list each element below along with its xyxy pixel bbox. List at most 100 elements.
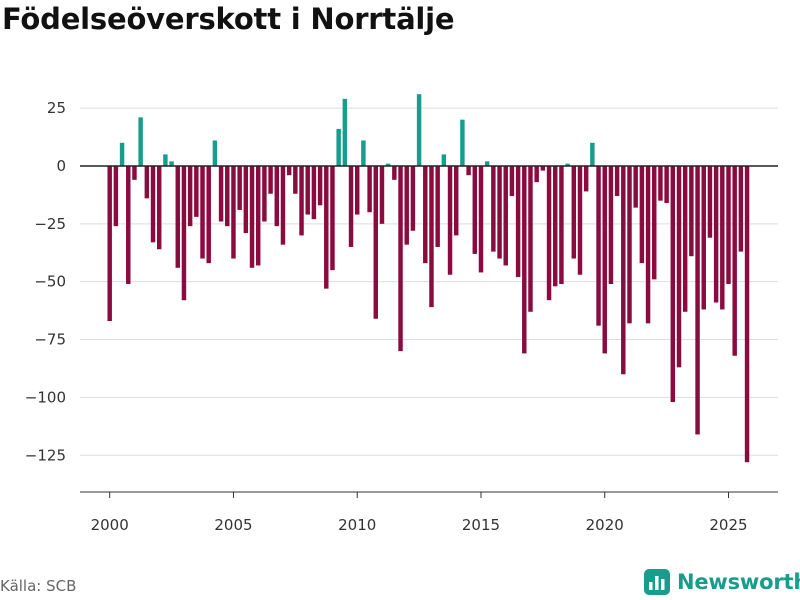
bar	[280, 165, 286, 245]
bar	[206, 165, 211, 264]
bar	[590, 142, 595, 166]
bar	[515, 165, 521, 278]
y-tick-label: −50	[34, 273, 66, 291]
bar	[559, 165, 564, 284]
bar	[181, 165, 187, 301]
bar	[534, 165, 539, 183]
bar	[522, 165, 527, 354]
bar	[342, 98, 348, 166]
bar	[293, 165, 298, 194]
bar	[144, 165, 150, 199]
bar	[225, 165, 230, 227]
bar	[361, 140, 366, 166]
bar	[169, 161, 174, 166]
x-tick-label: 2000	[91, 516, 129, 534]
bar	[255, 165, 261, 266]
bar	[286, 165, 292, 176]
chart-title: Födelseöverskott i Norrtälje	[2, 2, 455, 36]
bar	[392, 165, 397, 180]
bar	[379, 165, 385, 224]
bar	[608, 165, 614, 284]
bar	[713, 165, 719, 303]
bar	[503, 165, 508, 266]
bars	[107, 94, 750, 463]
bar	[200, 165, 205, 259]
bar	[416, 94, 422, 166]
bar	[670, 165, 676, 403]
bar	[596, 165, 601, 326]
bar	[175, 165, 180, 268]
bar	[410, 165, 416, 231]
bar	[398, 165, 403, 352]
x-tick-label: 2015	[462, 516, 500, 534]
bar	[707, 165, 713, 238]
source-label: Källa: SCB	[0, 577, 77, 595]
y-tick-label: −100	[25, 388, 66, 406]
bar	[237, 165, 242, 210]
bar	[262, 165, 267, 222]
bar	[491, 165, 496, 252]
bar	[460, 119, 465, 166]
x-tick-label: 2020	[586, 516, 624, 534]
bar	[658, 165, 663, 201]
bar	[150, 165, 156, 243]
bar	[132, 165, 137, 180]
bar	[126, 165, 131, 284]
y-tick-label: 25	[47, 99, 66, 117]
bar	[423, 165, 428, 264]
bar	[583, 165, 589, 192]
bar	[305, 165, 310, 215]
bar	[435, 165, 440, 247]
bar	[466, 165, 471, 176]
bar	[682, 165, 688, 312]
bar	[614, 165, 620, 197]
bar	[441, 154, 447, 166]
x-axis-ticks: 2000 2005 2010 2015 2020 2025	[91, 492, 748, 534]
bar	[639, 165, 645, 264]
bar	[602, 165, 607, 354]
bar	[497, 165, 502, 259]
bar	[546, 165, 552, 301]
bar	[107, 165, 112, 322]
x-tick-label: 2010	[338, 516, 376, 534]
bar	[732, 165, 737, 356]
bar	[404, 165, 409, 245]
bar	[664, 165, 669, 203]
bar	[367, 165, 372, 213]
bar	[330, 165, 335, 271]
bar	[336, 128, 341, 166]
bar	[324, 165, 329, 289]
bar	[472, 165, 478, 254]
bar	[447, 165, 453, 275]
bar	[194, 165, 199, 217]
bar	[633, 165, 638, 208]
bar	[478, 165, 484, 273]
bar	[695, 165, 700, 435]
bar	[354, 165, 360, 215]
bar	[528, 165, 533, 312]
bar	[299, 165, 304, 236]
bar	[571, 165, 577, 259]
y-tick-label: 0	[56, 157, 66, 175]
y-tick-label: −125	[25, 446, 66, 464]
bar	[268, 165, 273, 194]
bar	[720, 165, 725, 310]
bar	[317, 165, 323, 206]
bar	[484, 161, 490, 166]
bar	[243, 165, 249, 234]
brand-name: Newsworthy	[677, 570, 800, 594]
bar	[348, 165, 354, 247]
bar	[138, 117, 143, 166]
bar	[187, 165, 193, 227]
bar	[744, 165, 750, 463]
brand-logo: Newsworthy	[644, 569, 800, 595]
bar	[163, 154, 168, 166]
bar	[385, 163, 391, 166]
bar	[701, 165, 706, 310]
x-tick-label: 2025	[709, 516, 747, 534]
bar	[726, 165, 731, 284]
bar	[577, 165, 583, 275]
newsworthy-bar-chart-icon	[644, 569, 670, 595]
bar	[113, 165, 119, 227]
